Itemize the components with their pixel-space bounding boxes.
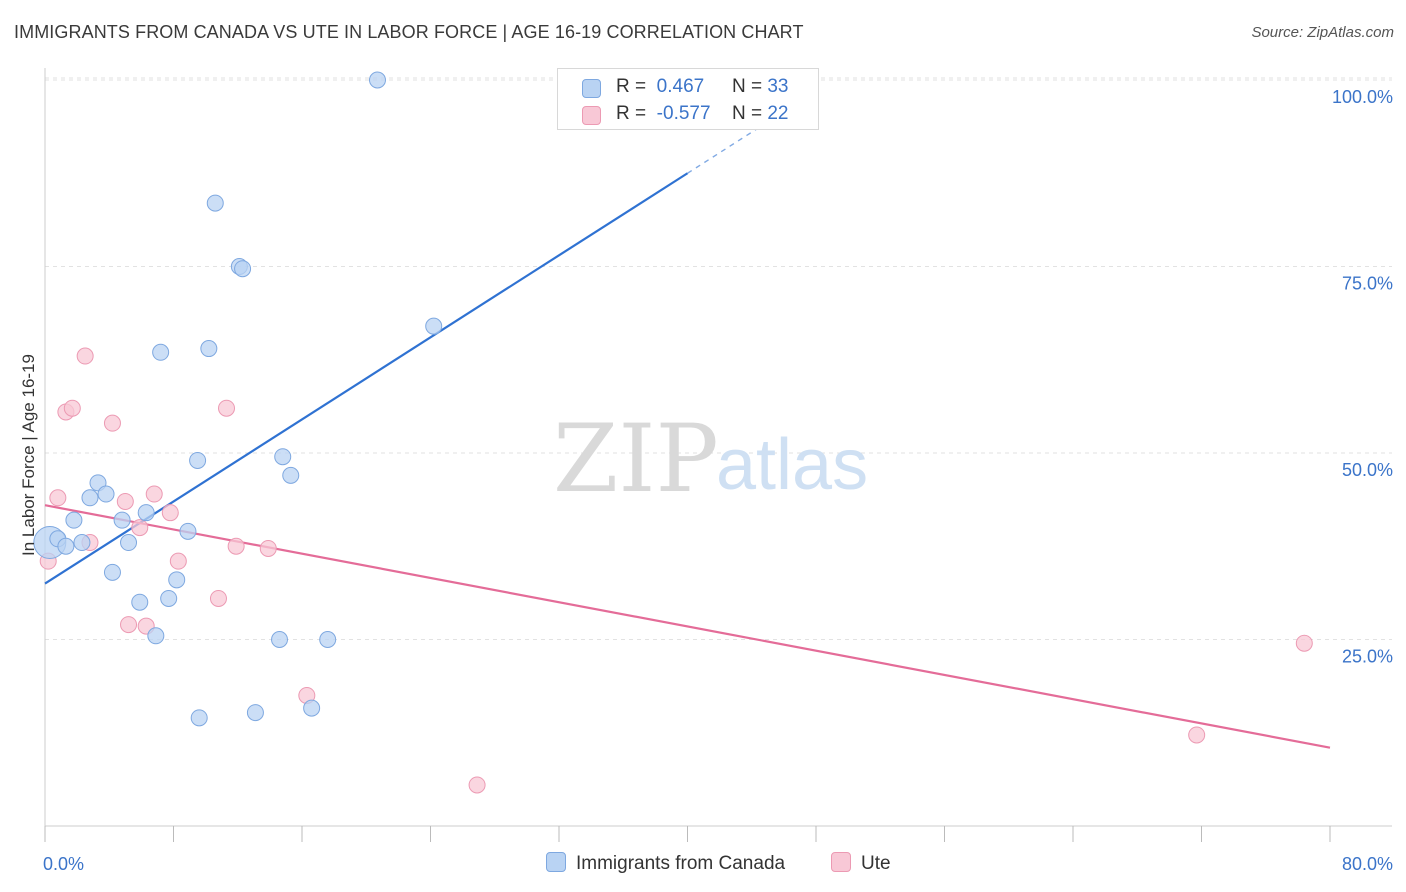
canada-point-12 bbox=[137, 504, 155, 522]
ute-point-20 bbox=[1188, 726, 1206, 744]
legend-canada-stats: R = 0.467 N = 33 bbox=[616, 76, 788, 98]
canada-point-18 bbox=[189, 451, 207, 469]
canada-n-value: 33 bbox=[767, 76, 789, 97]
watermark-atlas: atlas bbox=[716, 425, 868, 505]
canada-point-15 bbox=[160, 589, 178, 607]
legend-canada-label: Immigrants from Canada bbox=[576, 853, 786, 874]
canada-point-21 bbox=[206, 194, 224, 212]
canada-point-10 bbox=[120, 534, 138, 552]
y-tick-label-3: 100.0% bbox=[1332, 87, 1393, 107]
canada-point-30 bbox=[368, 71, 386, 89]
canada-point-5 bbox=[81, 489, 99, 507]
canada-r-value: 0.467 bbox=[656, 76, 705, 97]
canada-point-3 bbox=[65, 511, 83, 529]
canada-point-24 bbox=[246, 704, 264, 722]
legend-ute-label: Ute bbox=[861, 853, 891, 874]
ute-point-6 bbox=[103, 414, 121, 432]
canada-point-2 bbox=[57, 537, 75, 555]
canada-point-20 bbox=[200, 340, 218, 358]
ute-swatch-icon bbox=[582, 106, 601, 125]
ute-point-9 bbox=[131, 519, 149, 537]
canada-point-4 bbox=[73, 534, 91, 552]
y-tick-label-0: 25.0% bbox=[1342, 647, 1393, 667]
ute-n-value: 22 bbox=[767, 103, 789, 124]
ute-point-1 bbox=[49, 489, 67, 507]
x-tick-label-1: 80.0% bbox=[1342, 854, 1393, 874]
canada-point-13 bbox=[147, 627, 165, 645]
legend-item-ute[interactable]: Ute bbox=[831, 852, 891, 875]
data-points bbox=[33, 71, 1313, 794]
canada-point-9 bbox=[113, 511, 131, 529]
watermark: ZIP atlas bbox=[553, 405, 868, 514]
chart-title: IMMIGRANTS FROM CANADA VS UTE IN LABOR F… bbox=[14, 22, 804, 42]
canada-point-17 bbox=[179, 522, 197, 540]
ute-point-16 bbox=[227, 537, 245, 555]
canada-point-23 bbox=[234, 260, 252, 278]
canada-legend-swatch-icon bbox=[546, 852, 566, 872]
ute-point-14 bbox=[209, 589, 227, 607]
legend-item-canada[interactable]: Immigrants from Canada bbox=[546, 852, 785, 875]
y-tick-label-2: 75.0% bbox=[1342, 274, 1393, 294]
ute-r-value: -0.577 bbox=[656, 103, 711, 124]
canada-point-14 bbox=[152, 343, 170, 361]
canada-point-26 bbox=[274, 448, 292, 466]
source-credit: Source: ZipAtlas.com bbox=[1251, 24, 1394, 41]
x-tick-label-0: 0.0% bbox=[43, 854, 84, 874]
ute-point-8 bbox=[120, 616, 138, 634]
r-label: R = bbox=[616, 103, 647, 124]
ute-point-12 bbox=[161, 504, 179, 522]
n-label: N = bbox=[731, 76, 763, 97]
ute-point-21 bbox=[1295, 634, 1313, 652]
n-label: N = bbox=[731, 103, 763, 124]
ute-point-19 bbox=[468, 776, 486, 794]
axes bbox=[44, 68, 1392, 842]
y-tick-label-1: 50.0% bbox=[1342, 460, 1393, 480]
ute-point-7 bbox=[116, 492, 134, 510]
ute-point-17 bbox=[259, 539, 277, 557]
ute-point-4 bbox=[76, 347, 94, 365]
stats-legend: R = 0.467 N = 33 R = -0.577 N = 22 bbox=[557, 68, 819, 130]
canada-point-29 bbox=[319, 631, 337, 648]
tick-labels: 25.0% 50.0% 75.0% 100.0% 0.0% 80.0% bbox=[43, 87, 1393, 874]
canada-point-27 bbox=[282, 466, 300, 484]
canada-point-7 bbox=[97, 485, 115, 503]
canada-point-8 bbox=[103, 563, 121, 581]
canada-point-16 bbox=[168, 571, 186, 589]
canada-point-11 bbox=[131, 593, 149, 611]
canada-point-25 bbox=[271, 631, 289, 648]
canada-swatch-icon bbox=[582, 79, 601, 98]
legend-ute-stats: R = -0.577 N = 22 bbox=[616, 103, 788, 125]
y-axis-label: In Labor Force | Age 16-19 bbox=[19, 354, 38, 556]
canada-point-31 bbox=[425, 317, 443, 335]
canada-point-19 bbox=[190, 709, 208, 727]
ute-legend-swatch-icon bbox=[831, 852, 851, 872]
ute-trend-line bbox=[44, 504, 1331, 749]
watermark-zip: ZIP bbox=[553, 405, 719, 514]
ute-point-13 bbox=[169, 552, 187, 570]
ute-point-11 bbox=[145, 485, 163, 503]
grid-lines bbox=[45, 77, 1392, 640]
ute-point-15 bbox=[218, 399, 236, 417]
r-label: R = bbox=[616, 76, 647, 97]
canada-point-28 bbox=[303, 699, 321, 717]
ute-point-3 bbox=[63, 399, 81, 417]
